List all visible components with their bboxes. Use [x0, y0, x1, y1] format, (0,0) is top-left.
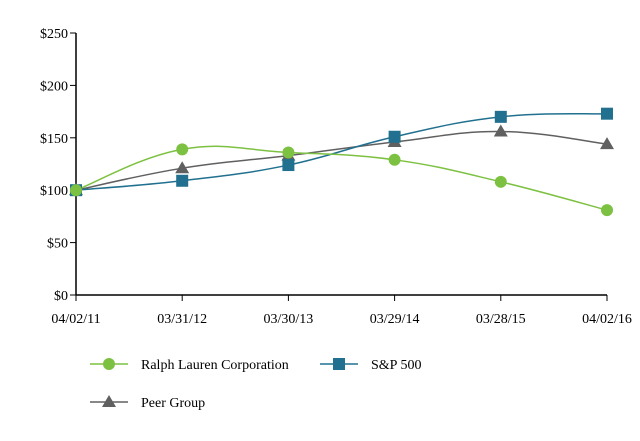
data-point — [175, 161, 190, 174]
legend-marker — [333, 358, 345, 370]
x-tick-label: 03/30/13 — [264, 312, 314, 327]
legend-label: S&P 500 — [371, 358, 421, 373]
legend-label: Peer Group — [141, 396, 205, 411]
legend-marker — [102, 395, 116, 407]
data-point — [493, 124, 508, 137]
data-point — [600, 137, 614, 150]
legend: Ralph Lauren Corporation S&P 500 Peer Grou… — [90, 358, 421, 411]
legend-marker — [103, 358, 115, 370]
data-point — [388, 130, 401, 143]
legend-item: S&P 500 — [320, 358, 421, 373]
axes: $0 $50 $100 $150 $200 $250 04/02/11 03/31/12 03/… — [40, 27, 632, 327]
series-lines — [69, 107, 614, 217]
data-point — [388, 153, 401, 166]
y-tick-label: $0 — [54, 289, 68, 304]
y-tick-label: $150 — [40, 132, 68, 147]
x-tick-label: 03/29/14 — [370, 312, 420, 327]
y-tick-label: $50 — [47, 237, 68, 252]
legend-item: Ralph Lauren Corporation — [90, 358, 289, 373]
y-tick-label: $200 — [40, 79, 68, 94]
series-line — [75, 112, 608, 191]
x-tick-label: 04/02/11 — [51, 312, 100, 327]
data-point — [282, 146, 295, 159]
x-tick-label: 03/31/12 — [157, 312, 207, 327]
data-point — [282, 159, 295, 172]
x-tick-label: 04/02/16 — [582, 312, 632, 327]
data-point — [494, 110, 507, 123]
y-tick-label: $100 — [40, 184, 68, 199]
data-point — [70, 184, 82, 197]
y-tick-label: $250 — [40, 27, 68, 42]
series-line — [75, 130, 608, 191]
series-line — [75, 145, 608, 211]
data-point — [176, 174, 189, 187]
x-tick-label: 03/28/15 — [476, 312, 526, 327]
data-point — [176, 143, 189, 156]
legend-item: Peer Group — [90, 395, 205, 411]
legend-label: Ralph Lauren Corporation — [141, 358, 289, 373]
data-point — [494, 175, 507, 188]
data-point — [601, 204, 613, 217]
data-point — [601, 107, 613, 120]
